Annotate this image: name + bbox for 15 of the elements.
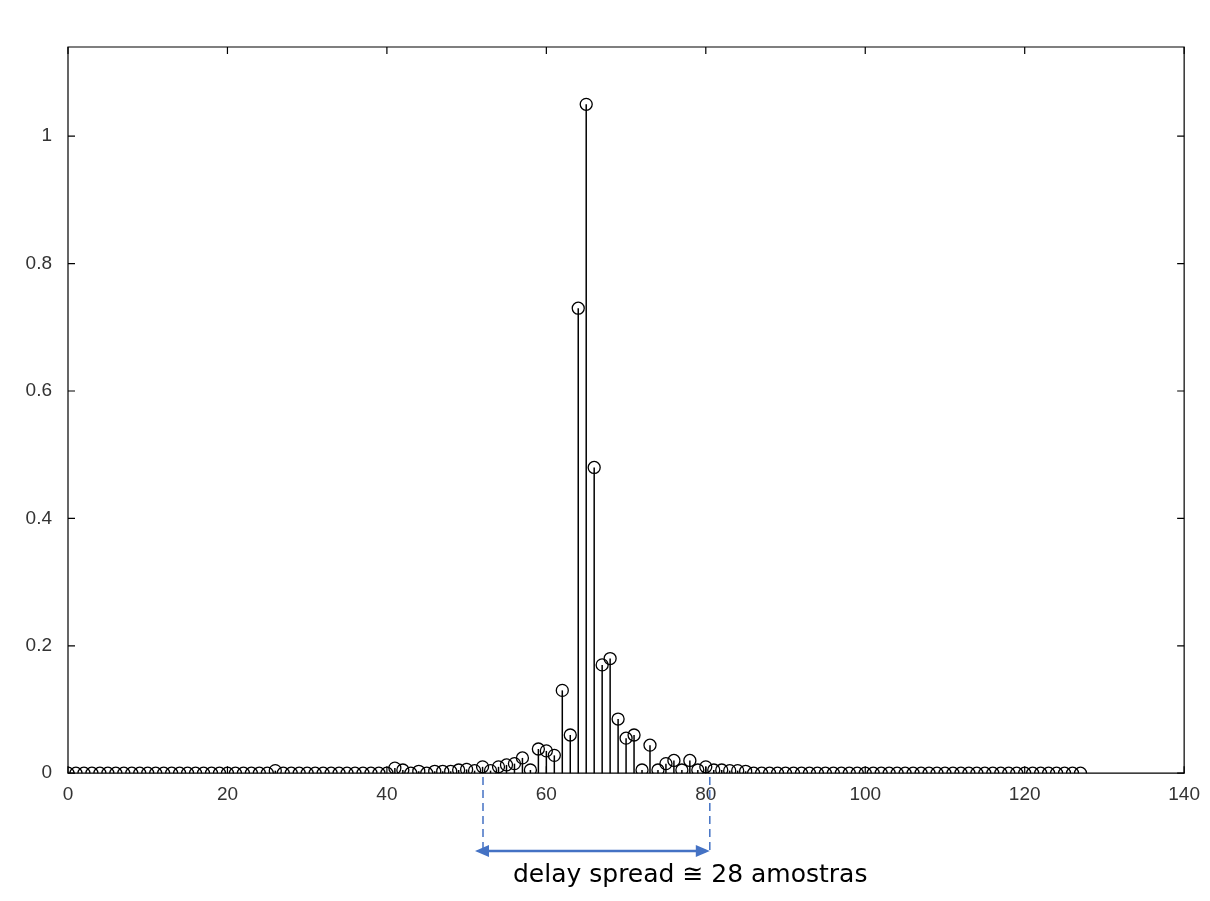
y-tick-label: 0.4 xyxy=(25,506,53,528)
text: delay spread ≅ 28 amostras xyxy=(512,859,868,889)
x-tick-label: 100 xyxy=(849,782,882,804)
x-tick-label: 0 xyxy=(62,782,74,804)
x-tick-label: 40 xyxy=(376,782,398,804)
y-tick-label: 0.8 xyxy=(25,251,52,273)
x-tick-label: 80 xyxy=(695,782,717,804)
y-tick-label: 0 xyxy=(41,761,52,783)
x-tick-label: 20 xyxy=(216,782,239,804)
x-tick-label: 60 xyxy=(535,782,557,804)
y-tick-label: 0.2 xyxy=(25,634,52,656)
x-tick-label: 140 xyxy=(1168,782,1200,804)
y-tick-label: 1 xyxy=(41,124,52,146)
y-tick-label: 0.6 xyxy=(25,379,52,401)
x-tick-label: 120 xyxy=(1008,782,1041,804)
